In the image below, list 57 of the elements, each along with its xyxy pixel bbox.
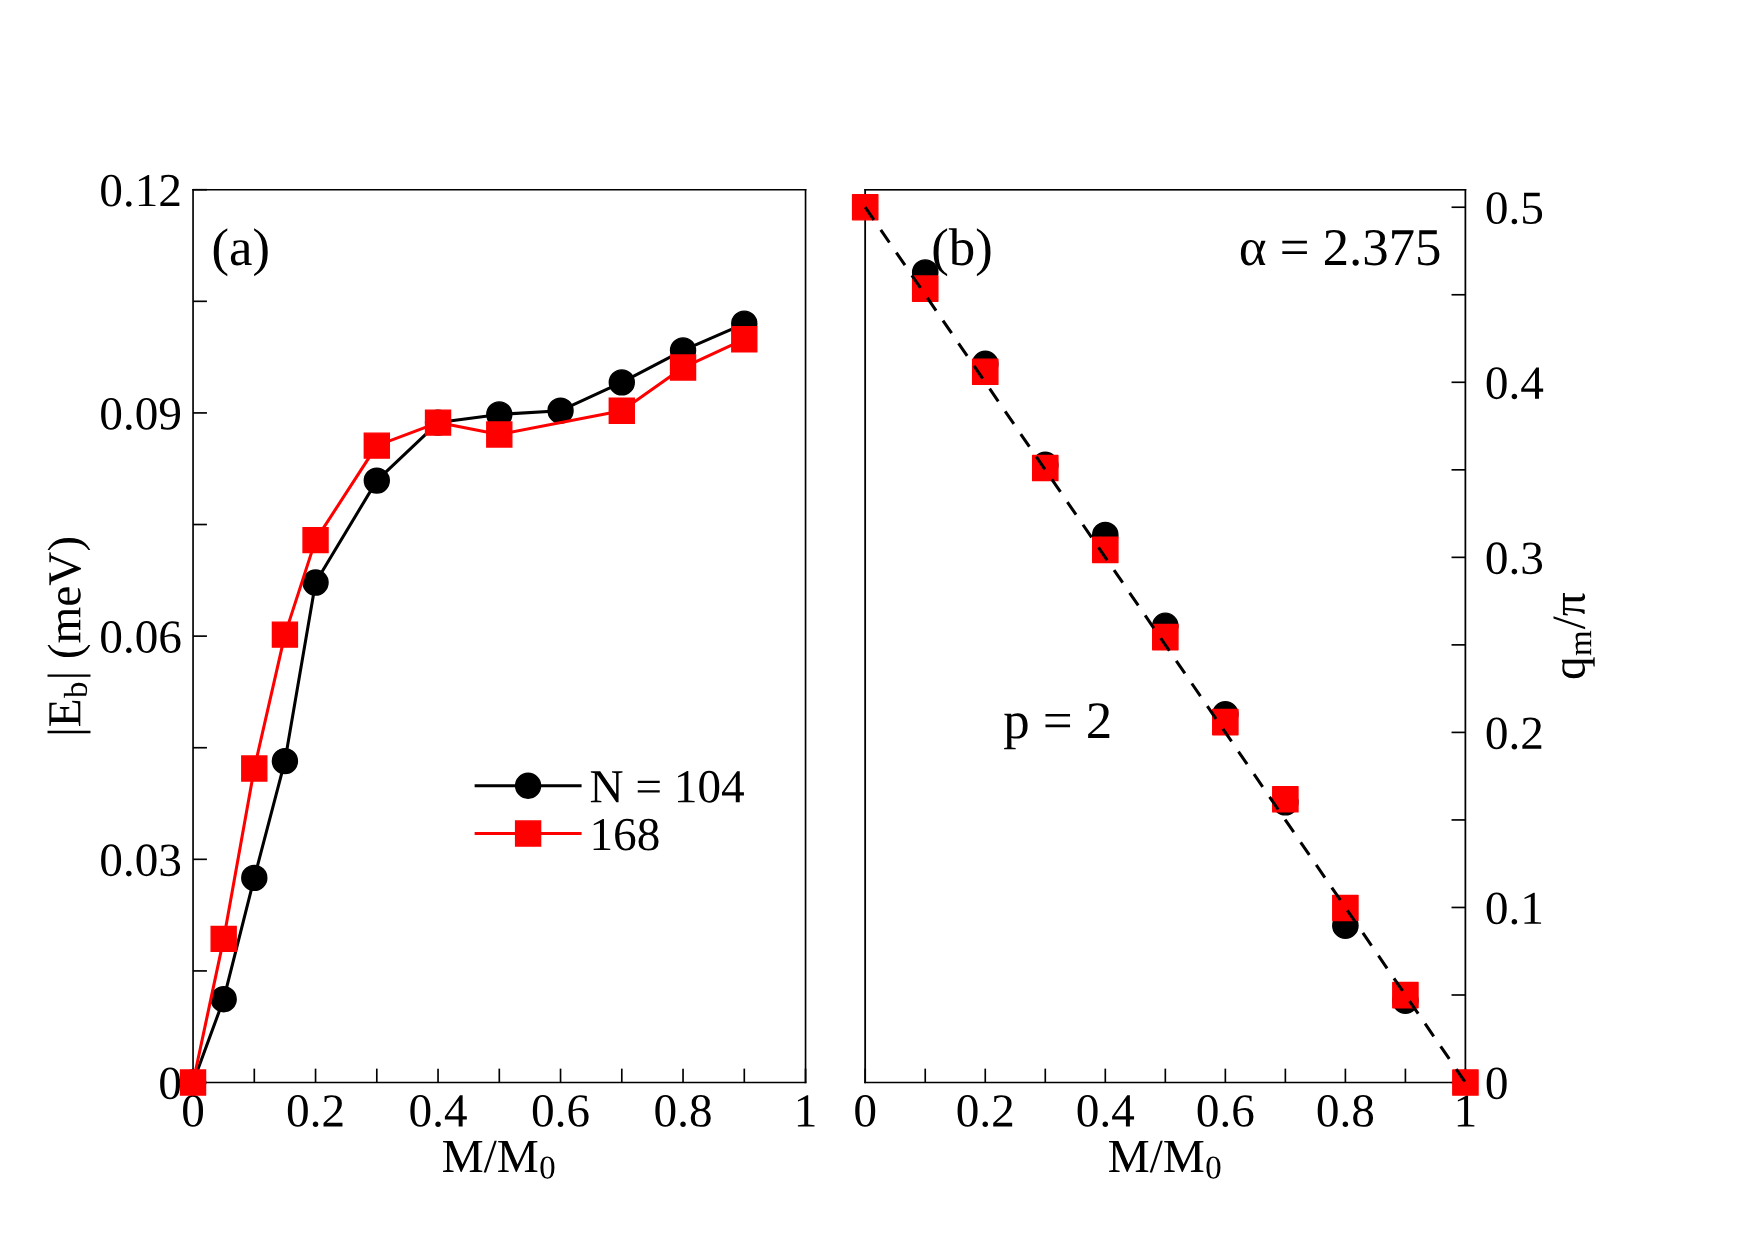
point [547,397,574,424]
point [271,621,299,648]
annotation: p = 2 [1004,703,1110,750]
point [669,354,697,381]
x-tick-label: 0.2 [957,1095,1013,1128]
y2-tick-label: 0.3 [1486,542,1543,575]
x-tick-label: 0.6 [532,1095,589,1128]
point [731,326,758,353]
point [271,747,299,775]
legend-label: 168 [593,818,659,851]
point [1091,536,1119,564]
y-tick-label: 0.03 [101,844,181,877]
x-tick-label: 0.4 [1077,1095,1135,1128]
x-tick-label: 1 [797,1095,815,1127]
x-tick-label: 0 [855,1095,876,1127]
point [911,275,939,302]
x-tick-label: 0.2 [287,1095,343,1128]
point [851,193,879,221]
legend-label: N = 104 [590,770,744,803]
point [210,925,237,953]
y2-tick-label: 0 [1486,1067,1507,1100]
point [608,397,635,424]
x-tick-label: 0.8 [655,1095,711,1128]
annotation: (b) [933,228,991,277]
point [971,358,999,386]
y-tick-label: 0.09 [101,397,181,430]
point [1212,708,1239,736]
point [608,369,635,396]
point [1392,981,1419,1009]
point [486,421,513,448]
point [1152,623,1179,651]
y-tick-label: 0.06 [101,621,181,654]
x-tick-label: 1 [1457,1095,1475,1127]
y2-tick-label: 0.1 [1486,892,1542,925]
point [241,864,268,892]
point [241,755,268,782]
point [302,526,329,554]
annotation: α = 2.375 [1240,229,1440,266]
y2-axis-title: q$_{m}$/π [1553,593,1595,679]
point [302,569,329,596]
y2-tick-label: 0.5 [1486,192,1543,225]
x-tick-label: 0.4 [410,1095,467,1128]
y-tick-label: 0 [160,1067,181,1100]
y-tick-label: 0.12 [101,174,180,207]
x-tick-label: 0 [183,1095,204,1127]
y2-tick-label: 0.4 [1486,367,1544,400]
x-axis-title: M/M$_{0}$ [443,1140,555,1179]
point [1332,894,1359,922]
y-axis-title: |E$_{b}$| (meV) [47,537,91,734]
point [210,985,237,1013]
x-tick-label: 0.6 [1197,1095,1254,1128]
annotation: (a) [213,228,268,277]
point [363,432,390,459]
x-tick-label: 0.8 [1317,1095,1374,1128]
y2-tick-label: 0.2 [1486,717,1542,750]
point [363,467,390,494]
x-axis-title: M/M$_{0}$ [1109,1140,1221,1179]
